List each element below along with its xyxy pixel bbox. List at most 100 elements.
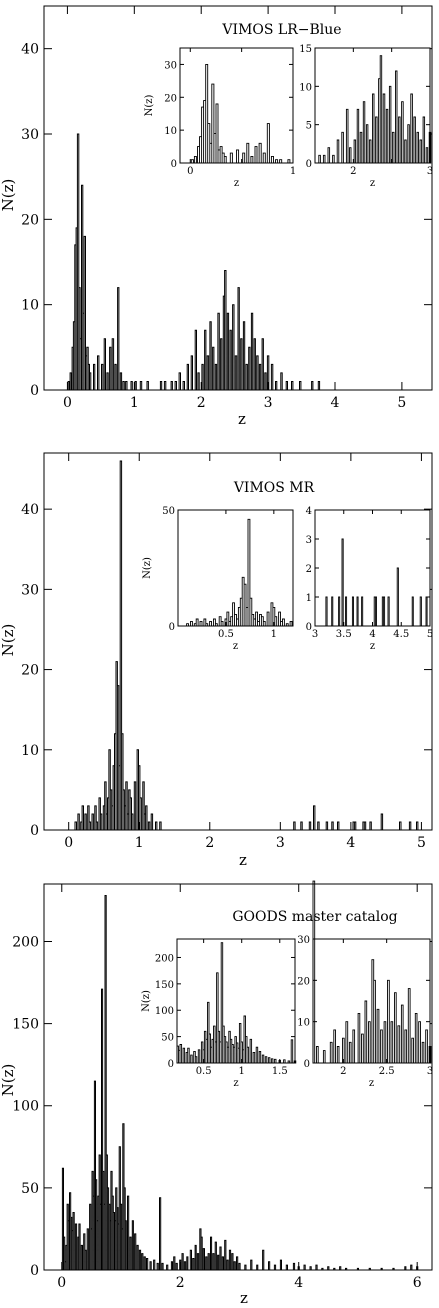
y-tick-label: 10	[21, 743, 39, 759]
y-tick-label: 2	[306, 564, 312, 575]
inset-y-axis-label: N(z)	[144, 94, 155, 116]
inset-y-axis-label: N(z)	[142, 557, 153, 579]
y-tick-label: 20	[21, 663, 39, 679]
x-tick-label: 2	[197, 395, 206, 411]
x-tick-label: 2	[205, 835, 214, 851]
inset-histogram-series	[315, 55, 432, 164]
x-tick-label: 3	[264, 395, 273, 411]
y-tick-label: 50	[161, 1033, 174, 1044]
y-tick-label: 20	[297, 976, 310, 987]
y-axis-label: N(z)	[0, 179, 17, 212]
y-tick-label: 10	[299, 82, 312, 93]
y-tick-label: 150	[155, 980, 174, 991]
x-tick-label: 3	[312, 629, 318, 640]
y-axis-label: N(z)	[0, 1064, 17, 1097]
y-tick-label: 20	[21, 212, 39, 228]
x-tick-label: 5	[397, 395, 406, 411]
y-tick-label: 10	[297, 1018, 310, 1029]
y-tick-label: 3	[306, 535, 312, 546]
y-tick-label: 200	[155, 953, 174, 964]
y-tick-label: 10	[21, 298, 39, 314]
inset-background	[315, 510, 430, 626]
inset-y-axis-label: N(z)	[141, 990, 152, 1012]
x-tick-label: 0	[63, 395, 72, 411]
y-tick-label: 50	[162, 506, 175, 517]
x-tick-label: 0	[64, 835, 73, 851]
panel-title: VIMOS MR	[233, 480, 315, 496]
x-tick-label: 6	[413, 1275, 422, 1291]
y-tick-label: 30	[164, 60, 177, 71]
x-tick-label: 0.5	[218, 629, 234, 640]
x-tick-label: 1	[135, 835, 144, 851]
histogram-series	[58, 895, 424, 1271]
x-tick-label: 3	[427, 1066, 433, 1077]
x-tick-label: 2	[340, 1066, 346, 1077]
x-tick-label: 5	[417, 835, 426, 851]
inset-background	[178, 510, 293, 626]
inset-histogram-series	[178, 518, 293, 627]
inset-x-axis-label: z	[370, 641, 375, 652]
inset-x-axis-label: z	[233, 1078, 238, 1089]
x-tick-label: 1	[239, 1066, 245, 1077]
y-tick-label: 0	[306, 622, 312, 633]
x-tick-label: 0	[187, 166, 193, 177]
y-tick-label: 0	[30, 823, 39, 839]
y-tick-label: 150	[12, 1017, 39, 1033]
y-tick-label: 15	[299, 44, 312, 55]
y-tick-label: 0	[169, 622, 175, 633]
x-tick-label: 4	[346, 835, 355, 851]
y-tick-label: 50	[21, 1181, 39, 1197]
x-tick-label: 4	[369, 629, 375, 640]
x-tick-label: 2.5	[379, 1066, 395, 1077]
x-tick-label: 1	[290, 166, 296, 177]
x-tick-label: 2	[176, 1275, 185, 1291]
x-axis-label: z	[240, 1289, 248, 1307]
panel-goods-master-catalog: GOODS master catalog z N(z) 0 2 4 605010015…	[0, 880, 433, 1307]
inset-background	[180, 48, 293, 163]
y-tick-label: 40	[21, 42, 39, 58]
plot-frame	[177, 509, 294, 627]
y-tick-label: 100	[155, 1006, 174, 1017]
inset-plot: 0.5 1 1.5 0 50 100 150 200 z N(z)	[141, 938, 297, 1089]
inset-x-axis-label: z	[234, 178, 239, 189]
x-tick-label: 5	[427, 629, 433, 640]
histogram-series	[65, 460, 425, 831]
y-tick-label: 10	[164, 126, 177, 137]
x-axis-label: z	[238, 410, 246, 428]
x-tick-label: 3	[427, 166, 433, 177]
x-tick-label: 4	[331, 395, 340, 411]
histogram-series	[64, 133, 326, 391]
y-tick-label: 0	[168, 1059, 174, 1070]
y-tick-label: 0	[304, 1059, 310, 1070]
x-tick-label: 4.5	[393, 629, 409, 640]
y-tick-label: 0	[171, 159, 177, 170]
y-tick-label: 30	[297, 935, 310, 946]
inset-x-axis-label: z	[233, 641, 238, 652]
inset-x-axis-label: z	[370, 178, 375, 189]
inset-plot: 0.5 1 0 50 z N(z)	[142, 506, 294, 652]
x-tick-label: 0.5	[196, 1066, 212, 1077]
inset-plot: 2 3 0 5 10 15 z	[299, 44, 433, 189]
y-tick-label: 4	[306, 506, 312, 517]
y-tick-label: 20	[164, 93, 177, 104]
y-tick-label: 0	[306, 159, 312, 170]
y-tick-label: 100	[12, 1099, 39, 1115]
inset-histogram-series	[312, 880, 432, 1064]
x-axis-label: z	[239, 851, 247, 869]
y-tick-label: 40	[21, 502, 39, 518]
y-axis-label: N(z)	[0, 624, 17, 657]
x-tick-label: 2	[350, 166, 356, 177]
y-tick-label: 30	[21, 582, 39, 598]
y-tick-label: 0	[30, 383, 39, 399]
y-tick-label: 5	[306, 121, 312, 132]
y-tick-label: 200	[12, 934, 39, 950]
inset-x-axis-label: z	[369, 1078, 374, 1089]
x-tick-label: 3.5	[336, 629, 352, 640]
x-tick-label: 1.5	[272, 1066, 288, 1077]
